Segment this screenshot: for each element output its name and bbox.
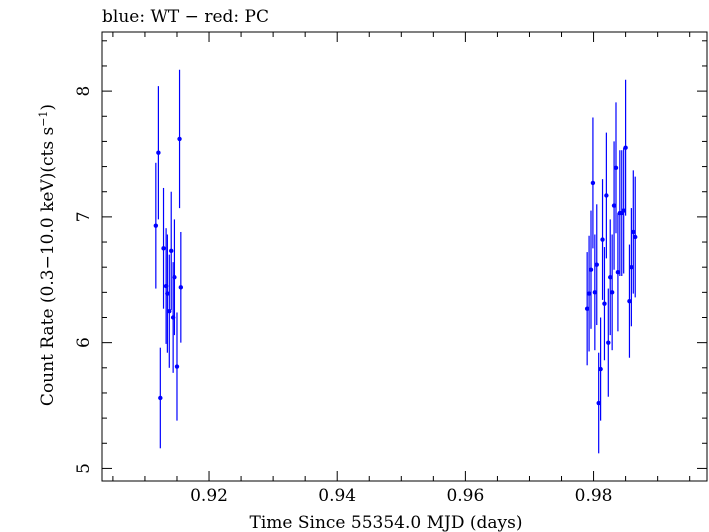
- data-point: [161, 246, 166, 251]
- data-point: [172, 275, 177, 280]
- data-point: [609, 290, 615, 295]
- data-point: [165, 291, 170, 296]
- x-axis-label: Time Since 55354.0 MJD (days): [250, 513, 523, 532]
- plot-frame: [101, 31, 708, 482]
- data-point: [588, 267, 594, 272]
- data-point: [613, 165, 619, 171]
- data-point: [156, 150, 161, 155]
- data-point: [623, 145, 628, 150]
- data-point: [174, 364, 180, 369]
- data-series: [153, 69, 638, 454]
- data-point: [169, 248, 174, 254]
- data-point: [598, 366, 603, 372]
- y-axis-label: Count Rate (0.3−10.0 keV)(cts s−1): [37, 104, 58, 406]
- data-point: [158, 395, 163, 401]
- data-point: [153, 223, 159, 228]
- x-tick-label: 0.94: [318, 486, 356, 506]
- y-tick-label: 7: [74, 211, 94, 222]
- y-tick-label: 8: [74, 86, 94, 97]
- data-point: [606, 340, 611, 345]
- y-axis-label-sup: −1: [37, 111, 50, 127]
- data-point: [631, 229, 636, 235]
- data-point: [615, 270, 621, 275]
- data-point: [178, 285, 184, 290]
- chart-title: blue: WT − red: PC: [102, 7, 269, 27]
- data-point: [594, 262, 599, 267]
- data-point: [600, 237, 605, 242]
- data-point: [611, 203, 617, 208]
- data-point: [627, 298, 632, 304]
- data-point: [602, 301, 607, 306]
- x-tick-label: 0.92: [190, 486, 228, 506]
- data-point: [592, 290, 598, 295]
- x-tick-label: 0.96: [446, 486, 484, 506]
- data-point: [590, 180, 596, 186]
- x-tick-label: 0.98: [575, 486, 613, 506]
- data-point: [629, 264, 634, 270]
- data-point: [604, 193, 609, 198]
- y-axis: 5 6 7 8: [74, 40, 707, 474]
- y-tick-label: 6: [74, 337, 94, 348]
- data-point: [167, 309, 172, 314]
- data-point: [584, 306, 590, 311]
- x-axis: 0.92 0.94 0.96 0.98: [112, 32, 691, 506]
- data-point: [177, 136, 182, 142]
- data-point: [621, 208, 626, 213]
- data-point: [586, 291, 592, 296]
- data-point: [596, 400, 601, 406]
- data-point: [633, 234, 638, 240]
- y-axis-label-main: Count Rate (0.3−10.0 keV)(cts s: [38, 127, 58, 406]
- y-tick-label: 5: [74, 463, 94, 474]
- y-axis-label-end: ): [38, 104, 58, 111]
- data-point: [608, 275, 613, 280]
